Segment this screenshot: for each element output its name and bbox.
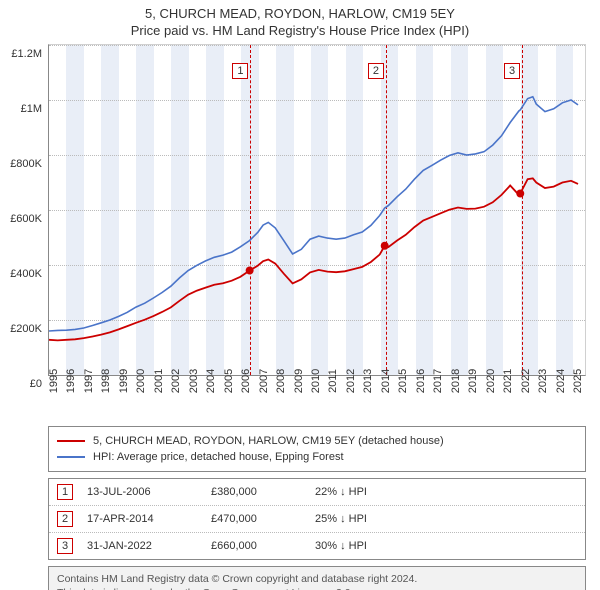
sales-date: 13-JUL-2006 <box>87 486 197 498</box>
chart-plot-area: 1 2 3 <box>48 44 586 376</box>
x-tick: 2012 <box>345 369 357 393</box>
x-tick: 2021 <box>502 369 514 393</box>
y-tick: £400K <box>10 268 42 280</box>
sales-price: £660,000 <box>211 540 301 552</box>
x-tick: 2002 <box>170 369 182 393</box>
legend-swatch <box>57 456 85 458</box>
attribution-line-1: Contains HM Land Registry data © Crown c… <box>57 572 577 586</box>
x-tick: 2015 <box>397 369 409 393</box>
sales-price: £380,000 <box>211 486 301 498</box>
x-tick: 2010 <box>310 369 322 393</box>
legend-swatch <box>57 440 85 442</box>
x-tick: 2005 <box>223 369 235 393</box>
sales-row: 3 31-JAN-2022 £660,000 30% ↓ HPI <box>49 532 585 559</box>
x-tick: 2003 <box>188 369 200 393</box>
x-tick: 2024 <box>555 369 567 393</box>
legend-row: HPI: Average price, detached house, Eppi… <box>57 449 577 465</box>
sales-date: 31-JAN-2022 <box>87 540 197 552</box>
x-tick: 2001 <box>153 369 165 393</box>
y-tick: £1M <box>21 103 42 115</box>
legend: 5, CHURCH MEAD, ROYDON, HARLOW, CM19 5EY… <box>48 426 586 472</box>
sales-index: 2 <box>57 511 73 527</box>
sales-date: 17-APR-2014 <box>87 513 197 525</box>
y-axis: £0£200K£400K£600K£800K£1M£1.2M <box>0 54 46 384</box>
x-tick: 2025 <box>572 369 584 393</box>
x-tick: 2000 <box>135 369 147 393</box>
y-tick: £800K <box>10 158 42 170</box>
sales-delta: 30% ↓ HPI <box>315 540 405 552</box>
marker-dot <box>516 190 524 198</box>
x-tick: 2009 <box>293 369 305 393</box>
x-tick: 2023 <box>537 369 549 393</box>
marker-label: 3 <box>504 63 520 79</box>
x-tick: 2013 <box>362 369 374 393</box>
x-tick: 2006 <box>240 369 252 393</box>
sales-index: 1 <box>57 484 73 500</box>
marker-dot <box>246 267 254 275</box>
x-tick: 2007 <box>258 369 270 393</box>
sales-delta: 22% ↓ HPI <box>315 486 405 498</box>
x-tick: 2008 <box>275 369 287 393</box>
marker-label: 2 <box>368 63 384 79</box>
x-tick: 1997 <box>83 369 95 393</box>
chart-title: 5, CHURCH MEAD, ROYDON, HARLOW, CM19 5EY <box>6 6 594 21</box>
x-tick: 1996 <box>65 369 77 393</box>
y-tick: £600K <box>10 213 42 225</box>
legend-label: HPI: Average price, detached house, Eppi… <box>93 451 344 463</box>
x-tick: 2019 <box>467 369 479 393</box>
x-tick: 2016 <box>415 369 427 393</box>
x-tick: 2017 <box>432 369 444 393</box>
sales-row: 2 17-APR-2014 £470,000 25% ↓ HPI <box>49 505 585 532</box>
y-tick: £200K <box>10 323 42 335</box>
x-tick: 1999 <box>118 369 130 393</box>
x-tick: 2014 <box>380 369 392 393</box>
y-tick: £0 <box>30 378 42 390</box>
sales-row: 1 13-JUL-2006 £380,000 22% ↓ HPI <box>49 479 585 505</box>
x-tick: 2004 <box>205 369 217 393</box>
x-tick: 2020 <box>485 369 497 393</box>
legend-label: 5, CHURCH MEAD, ROYDON, HARLOW, CM19 5EY… <box>93 435 444 447</box>
x-axis: 1995199619971998199920002001200220032004… <box>48 376 586 416</box>
y-tick: £1.2M <box>11 48 42 60</box>
legend-row: 5, CHURCH MEAD, ROYDON, HARLOW, CM19 5EY… <box>57 433 577 449</box>
attribution-line-2: This data is licensed under the Open Gov… <box>57 586 577 590</box>
x-tick: 2011 <box>327 369 339 393</box>
series-hpi <box>49 97 578 331</box>
attribution: Contains HM Land Registry data © Crown c… <box>48 566 586 590</box>
x-tick: 2022 <box>520 369 532 393</box>
x-tick: 2018 <box>450 369 462 393</box>
chart-subtitle: Price paid vs. HM Land Registry's House … <box>6 23 594 38</box>
x-tick: 1998 <box>100 369 112 393</box>
marker-label: 1 <box>232 63 248 79</box>
series-price <box>49 178 578 340</box>
x-tick: 1995 <box>48 369 60 393</box>
sales-delta: 25% ↓ HPI <box>315 513 405 525</box>
sales-index: 3 <box>57 538 73 554</box>
sales-table: 1 13-JUL-2006 £380,000 22% ↓ HPI 2 17-APR-201… <box>48 478 586 560</box>
marker-dot <box>381 242 389 250</box>
sales-price: £470,000 <box>211 513 301 525</box>
